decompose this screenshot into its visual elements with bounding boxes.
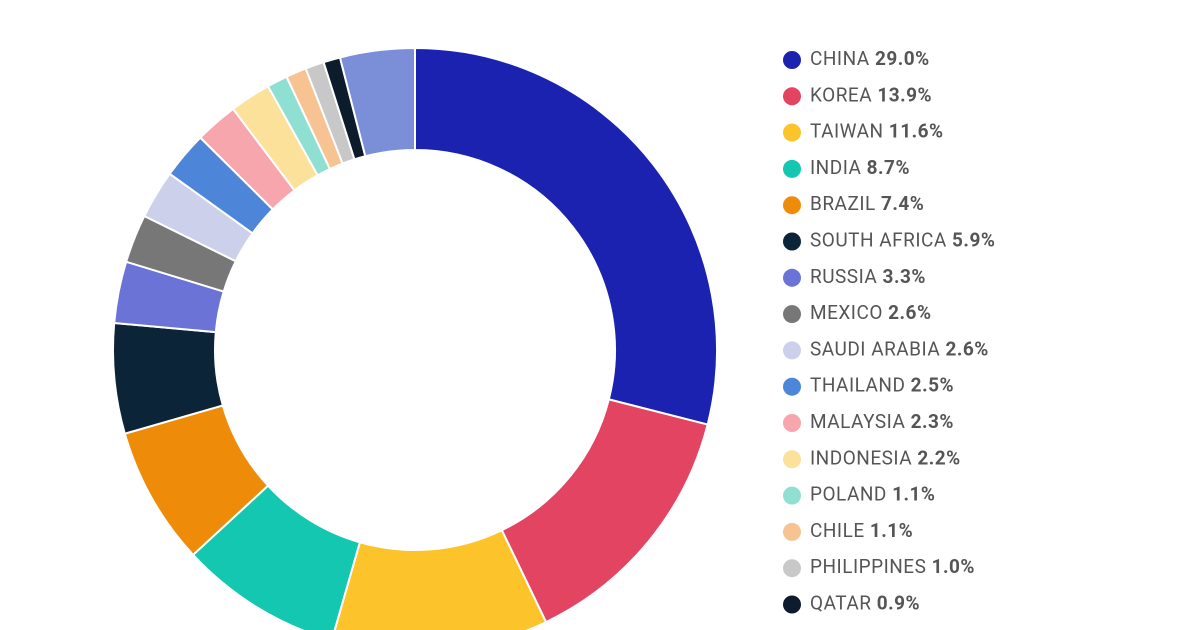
legend-marker xyxy=(783,87,801,106)
legend-marker xyxy=(783,414,801,432)
legend-value: 1.1% xyxy=(870,519,913,542)
legend-name: RUSSIA xyxy=(810,265,877,288)
legend-value: 11.6% xyxy=(889,120,944,143)
legend-value: 5.9% xyxy=(952,229,995,252)
legend-value: 3.3% xyxy=(883,265,926,288)
legend-name: QATAR xyxy=(810,592,871,615)
legend-marker xyxy=(783,196,801,215)
legend-label: CHILE 1.1% xyxy=(810,519,913,542)
legend-value: 1.1% xyxy=(892,483,935,506)
legend-label: TAIWAN 11.6% xyxy=(810,120,944,143)
donut-slice xyxy=(333,528,548,630)
legend-name: BRAZIL xyxy=(810,192,876,215)
legend-label: RUSSIA 3.3% xyxy=(810,265,926,288)
legend-name: PHILIPPINES xyxy=(810,555,926,578)
legend-marker xyxy=(783,522,801,541)
legend-label: INDONESIA 2.2% xyxy=(810,446,961,469)
legend-label: MEXICO 2.6% xyxy=(810,301,931,324)
legend-marker xyxy=(783,450,801,469)
legend-label: QATAR 0.9% xyxy=(810,592,920,615)
legend-name: MEXICO xyxy=(810,301,883,324)
donut-slice xyxy=(500,398,709,624)
legend-value: 1.0% xyxy=(932,555,975,578)
legend-label: SOUTH AFRICA 5.9% xyxy=(810,229,995,252)
legend-name: POLAND xyxy=(810,483,887,506)
legend-marker xyxy=(783,595,801,614)
legend-marker xyxy=(783,159,801,178)
legend-marker xyxy=(783,51,801,69)
legend-marker xyxy=(783,305,801,324)
legend-marker xyxy=(783,486,801,505)
legend-label: BRAZIL 7.4% xyxy=(810,192,924,215)
legend-name: TAIWAN xyxy=(810,120,884,143)
legend-label: MALAYSIA 2.3% xyxy=(810,410,954,433)
legend-value: 2.5% xyxy=(911,374,954,397)
legend-value: 0.9% xyxy=(877,592,920,615)
legend-marker xyxy=(783,341,801,360)
legend-value: 2.2% xyxy=(917,446,960,469)
legend-value: 7.4% xyxy=(881,192,924,215)
legend-name: SAUDI ARABIA xyxy=(810,337,940,360)
legend-marker xyxy=(783,377,801,396)
donut-slice xyxy=(338,46,416,158)
legend-label: THAILAND 2.5% xyxy=(810,374,954,397)
legend-label: POLAND 1.1% xyxy=(810,483,935,506)
legend-name: CHILE xyxy=(810,519,865,542)
legend-label: PHILIPPINES 1.0% xyxy=(810,555,975,578)
legend-value: 2.6% xyxy=(888,301,931,324)
legend-marker xyxy=(783,232,801,251)
legend-label: CHINA 29.0% xyxy=(810,47,930,70)
legend-name: KOREA xyxy=(810,83,872,106)
legend-name: THAILAND xyxy=(810,374,905,397)
legend-name: CHINA xyxy=(810,47,870,70)
legend-value: 29.0% xyxy=(875,47,930,70)
legend-name: MALAYSIA xyxy=(810,410,905,433)
legend-name: INDONESIA xyxy=(810,446,912,469)
legend-marker xyxy=(783,123,801,142)
legend-label: KOREA 13.9% xyxy=(810,83,932,106)
legend-value: 13.9% xyxy=(877,83,932,106)
legend-value: 8.7% xyxy=(867,156,910,179)
legend-name: INDIA xyxy=(810,156,862,179)
legend-value: 2.6% xyxy=(945,337,988,360)
legend-value: 2.3% xyxy=(911,410,954,433)
legend-label: INDIA 8.7% xyxy=(810,156,910,179)
legend-name: SOUTH AFRICA xyxy=(810,229,947,252)
legend-marker xyxy=(783,559,801,578)
legend-label: SAUDI ARABIA 2.6% xyxy=(810,337,989,360)
donut-slice xyxy=(414,46,718,426)
legend-marker xyxy=(783,268,801,287)
